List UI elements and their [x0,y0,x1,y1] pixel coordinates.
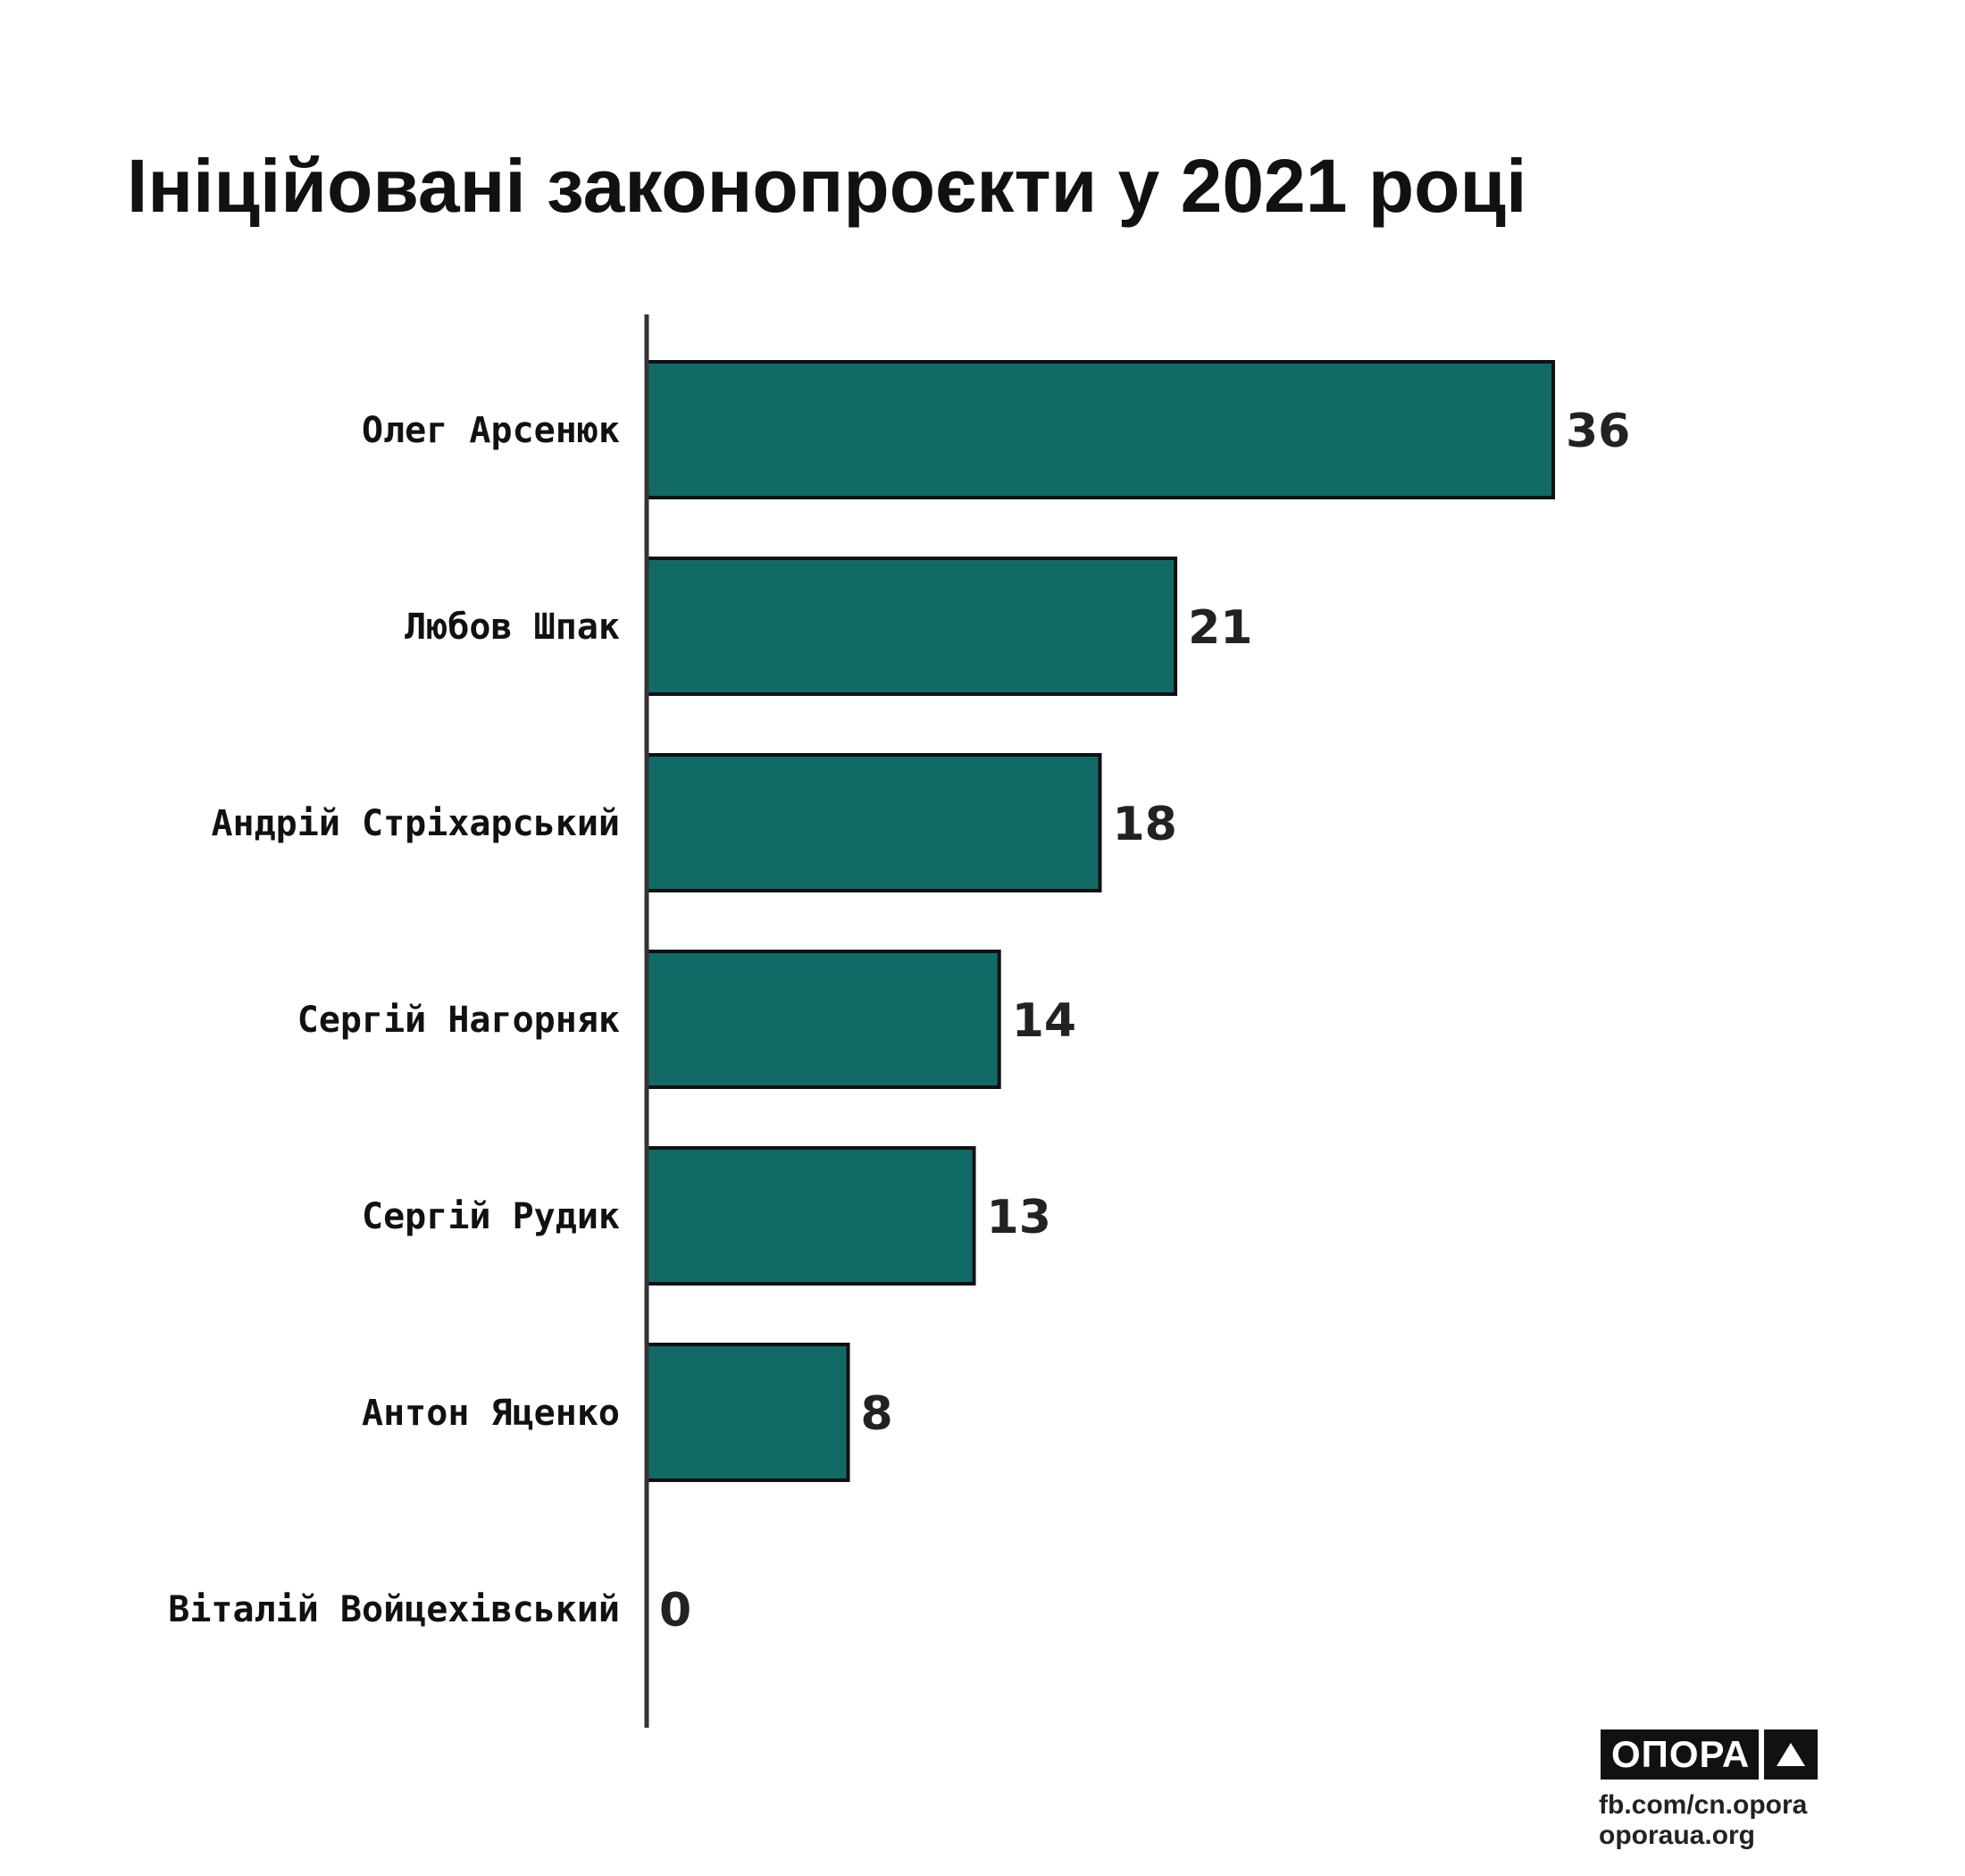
website-link[interactable]: oporaua.org [1599,1821,1756,1850]
bar-0 [645,360,1555,499]
logo-wordmark: ОПОРА [1601,1729,1760,1780]
bar-4 [645,1146,976,1286]
bar-5 [645,1343,850,1482]
value-label: 0 [659,1584,691,1637]
value-label: 13 [987,1191,1051,1244]
chart-title: Ініційовані законопроєкти у 2021 році [127,144,1527,228]
bar-3 [645,950,1001,1089]
value-label: 8 [861,1387,893,1441]
category-label: Любов Шпак [405,607,620,648]
bars-layer [645,360,1555,1482]
labels-layer: Олег Арсенюк 36 Любов Шпак 21 Андрій Стріхар… [168,405,1630,1637]
facebook-link[interactable]: fb.com/cn.opora [1599,1790,1808,1820]
category-label: Олег Арсенюк [362,410,620,451]
triangle-up-icon [1764,1729,1819,1780]
opora-logo: ОПОРА [1601,1729,1842,1780]
category-label: Сергій Нагорняк [297,1000,620,1041]
value-label: 18 [1113,798,1177,851]
value-label: 21 [1188,601,1252,655]
value-label: 36 [1566,405,1630,458]
bar-2 [645,753,1102,892]
category-label: Андрій Стріхарський [211,803,620,844]
category-label: Віталій Войцехівський [168,1589,620,1630]
category-label: Антон Яценко [362,1393,620,1434]
bar-1 [645,557,1178,696]
category-label: Сергій Рудик [362,1196,620,1237]
value-label: 14 [1012,994,1076,1048]
